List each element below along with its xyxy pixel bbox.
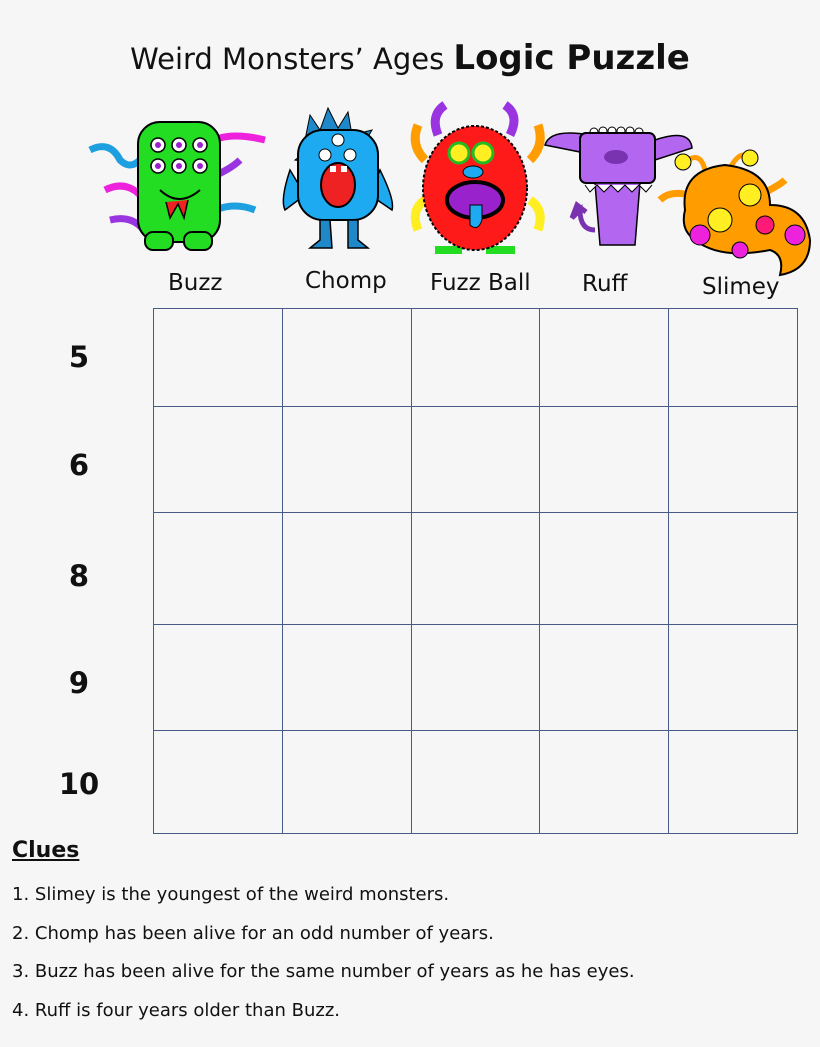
age-label-9: 9	[68, 666, 90, 700]
grid-cell[interactable]	[539, 308, 670, 407]
grid-row	[153, 512, 798, 625]
slimey-monster-image	[657, 149, 812, 277]
grid-row	[153, 308, 798, 407]
grid-cell[interactable]	[281, 624, 412, 731]
age-label-5: 5	[68, 340, 90, 374]
grid-cell[interactable]	[668, 308, 798, 407]
grid-cell[interactable]	[410, 730, 541, 834]
grid-cell[interactable]	[668, 512, 798, 625]
grid-cell[interactable]	[410, 512, 541, 625]
grid-cell[interactable]	[281, 730, 412, 834]
grid-cell[interactable]	[668, 624, 798, 731]
grid-row	[153, 624, 798, 731]
grid-cell[interactable]	[153, 308, 283, 407]
page-title: Weird Monsters’ Ages Logic Puzzle	[0, 38, 820, 78]
grid-cell[interactable]	[668, 730, 798, 834]
grid-row	[153, 406, 798, 513]
grid-cell[interactable]	[539, 624, 670, 731]
grid-cell[interactable]	[281, 406, 412, 513]
monster-name-slimey: Slimey	[702, 274, 780, 300]
grid-cell[interactable]	[668, 406, 798, 513]
grid-cell[interactable]	[410, 308, 541, 407]
age-label-6: 6	[68, 448, 90, 482]
grid-cell[interactable]	[410, 624, 541, 731]
monsters-illustration	[88, 101, 812, 277]
title-bold: Logic Puzzle	[453, 38, 690, 78]
title-prefix: Weird Monsters’ Ages	[130, 42, 454, 76]
grid-cell[interactable]	[153, 730, 283, 834]
grid-row	[153, 730, 798, 834]
chomp-monster-image	[282, 106, 394, 249]
clue-1: 1. Slimey is the youngest of the weird m…	[12, 884, 450, 905]
grid-cell[interactable]	[281, 308, 412, 407]
clue-3: 3. Buzz has been alive for the same numb…	[12, 961, 635, 982]
clues-heading: Clues	[12, 838, 80, 863]
clue-4: 4. Ruff is four years older than Buzz.	[12, 1000, 340, 1021]
monster-name-fuzz-ball: Fuzz Ball	[430, 270, 531, 296]
buzz-monster-image	[88, 121, 266, 251]
grid-cell[interactable]	[539, 730, 670, 834]
grid-cell[interactable]	[539, 406, 670, 513]
age-label-8: 8	[68, 559, 90, 593]
monster-name-ruff: Ruff	[582, 271, 628, 297]
fuzz-ball-monster-image	[410, 101, 545, 254]
logic-grid	[153, 308, 798, 834]
clue-2: 2. Chomp has been alive for an odd numbe…	[12, 923, 494, 944]
grid-cell[interactable]	[153, 624, 283, 731]
grid-cell[interactable]	[539, 512, 670, 625]
grid-cell[interactable]	[410, 406, 541, 513]
grid-cell[interactable]	[281, 512, 412, 625]
age-label-10: 10	[58, 767, 100, 801]
monster-name-chomp: Chomp	[305, 268, 387, 294]
ruff-monster-image	[544, 126, 693, 246]
grid-cell[interactable]	[153, 406, 283, 513]
monster-name-buzz: Buzz	[168, 270, 223, 296]
grid-cell[interactable]	[153, 512, 283, 625]
